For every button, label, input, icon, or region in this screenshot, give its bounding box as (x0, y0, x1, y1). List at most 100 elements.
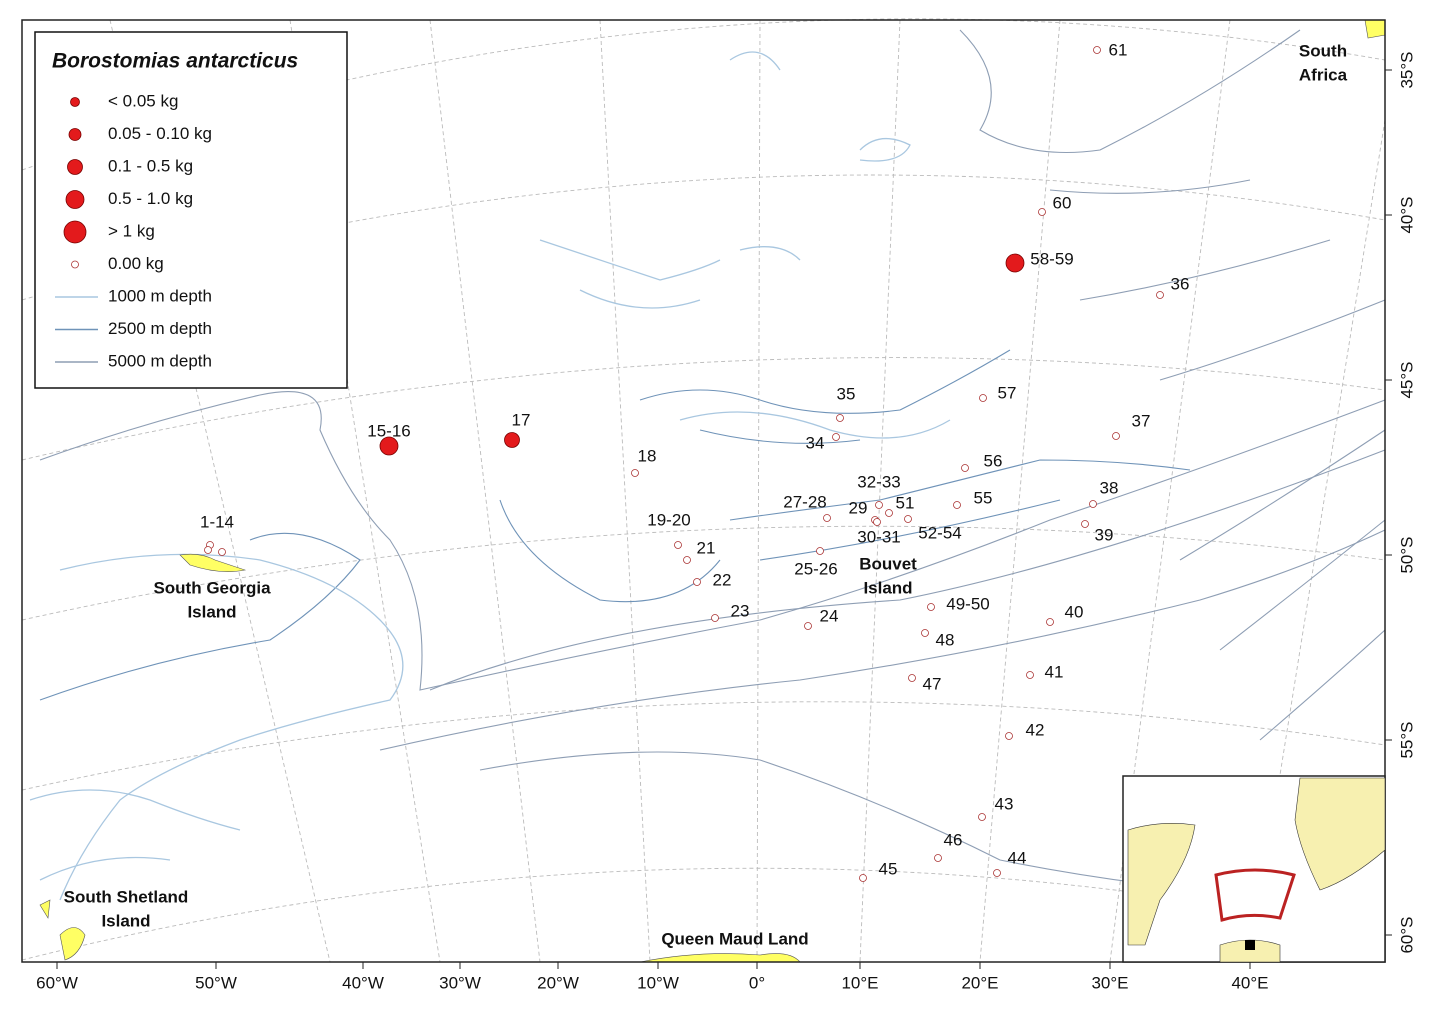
region-label: South (1299, 41, 1347, 60)
station-marker (875, 501, 883, 509)
station-marker (1081, 520, 1089, 528)
station-label: 34 (806, 433, 825, 452)
station-label: 25-26 (794, 559, 837, 578)
station-label: 29 (849, 498, 868, 517)
lat-label: 55°S (1397, 721, 1416, 758)
station-label: 61 (1109, 40, 1128, 59)
lat-label: 40°S (1397, 196, 1416, 233)
lon-label: 40°W (342, 973, 384, 992)
lon-label: 20°W (537, 973, 579, 992)
station-label: 57 (998, 383, 1017, 402)
station-marker (1112, 432, 1120, 440)
station-marker (1005, 732, 1013, 740)
region-label: Island (863, 578, 912, 597)
station-marker (921, 629, 929, 637)
station-marker (1089, 500, 1097, 508)
station-label: 24 (820, 606, 839, 625)
region-label: South Georgia (153, 578, 271, 597)
station-label: 30-31 (857, 527, 900, 546)
station-marker (804, 622, 812, 630)
station-label: 39 (1095, 525, 1114, 544)
land (39, 19, 1386, 963)
station-label: 45 (879, 859, 898, 878)
region-label: Island (187, 602, 236, 621)
station-marker (693, 578, 701, 586)
station-label: 37 (1132, 411, 1151, 430)
station-marker (1046, 618, 1054, 626)
station-label: 41 (1045, 662, 1064, 681)
legend-box (34, 31, 348, 389)
lon-label: 40°E (1231, 973, 1268, 992)
station-label: 49-50 (946, 594, 989, 613)
station-marker (204, 546, 212, 554)
station-label: 56 (984, 451, 1003, 470)
region-label: Bouvet (859, 554, 917, 573)
station-label: 19-20 (647, 510, 690, 529)
legend-symbol (65, 190, 85, 209)
station-label: 1-14 (200, 512, 234, 531)
legend-label: 2500 m depth (108, 319, 212, 338)
lon-label: 0° (749, 973, 765, 992)
legend-symbol (70, 97, 80, 107)
station-label: 18 (638, 446, 657, 465)
lon-label: 10°E (841, 973, 878, 992)
lon-label: 20°E (961, 973, 998, 992)
legend-label: 0.1 - 0.5 kg (108, 156, 193, 175)
inset-map (1122, 775, 1386, 963)
legend-title: Borostomias antarcticus (52, 50, 298, 73)
station-marker (1026, 671, 1034, 679)
station-label: 52-54 (918, 523, 961, 542)
station-marker (873, 518, 881, 526)
station-marker (836, 414, 844, 422)
station-label: 47 (923, 674, 942, 693)
lon-label: 30°W (439, 973, 481, 992)
station-marker (978, 813, 986, 821)
lat-label: 60°S (1397, 916, 1416, 953)
station-marker (1156, 291, 1164, 299)
station-label: 22 (713, 570, 732, 589)
legend-label: 5000 m depth (108, 351, 212, 370)
legend-label: < 0.05 kg (108, 91, 178, 110)
legend-symbol (71, 260, 79, 269)
lat-label: 35°S (1397, 51, 1416, 88)
lon-label: 30°E (1091, 973, 1128, 992)
station-label: 21 (697, 538, 716, 557)
station-marker (816, 547, 824, 555)
lat-label: 50°S (1397, 536, 1416, 573)
station-marker (979, 394, 987, 402)
lon-label: 10°W (637, 973, 679, 992)
station-marker (1093, 46, 1101, 54)
station-marker (859, 874, 867, 882)
region-label: Queen Maud Land (661, 929, 808, 948)
station-marker (993, 869, 1001, 877)
lon-label: 50°W (195, 973, 237, 992)
station-marker (953, 501, 961, 509)
station-marker (904, 515, 912, 523)
lon-label: 60°W (36, 973, 78, 992)
region-label: Africa (1299, 65, 1348, 84)
station-label: 15-16 (367, 421, 410, 440)
legend-label: 0.5 - 1.0 kg (108, 189, 193, 208)
station-label: 42 (1026, 720, 1045, 739)
station-marker (927, 603, 935, 611)
station-marker (218, 548, 226, 556)
station-marker (674, 541, 682, 549)
station-marker (934, 854, 942, 862)
station-marker (1005, 253, 1025, 273)
station-label: 48 (936, 630, 955, 649)
station-label: 36 (1171, 274, 1190, 293)
legend-symbol (67, 159, 83, 175)
station-label: 35 (837, 384, 856, 403)
lat-label: 45°S (1397, 361, 1416, 398)
station-label: 27-28 (783, 492, 826, 511)
legend: Borostomias antarcticus (34, 31, 348, 389)
station-marker (631, 469, 639, 477)
station-marker (832, 433, 840, 441)
region-label: Island (101, 911, 150, 930)
legend-label: 1000 m depth (108, 286, 212, 305)
station-marker (379, 436, 399, 456)
station-label: 55 (974, 488, 993, 507)
station-label: 51 (896, 493, 915, 512)
station-label: 58-59 (1030, 249, 1073, 268)
